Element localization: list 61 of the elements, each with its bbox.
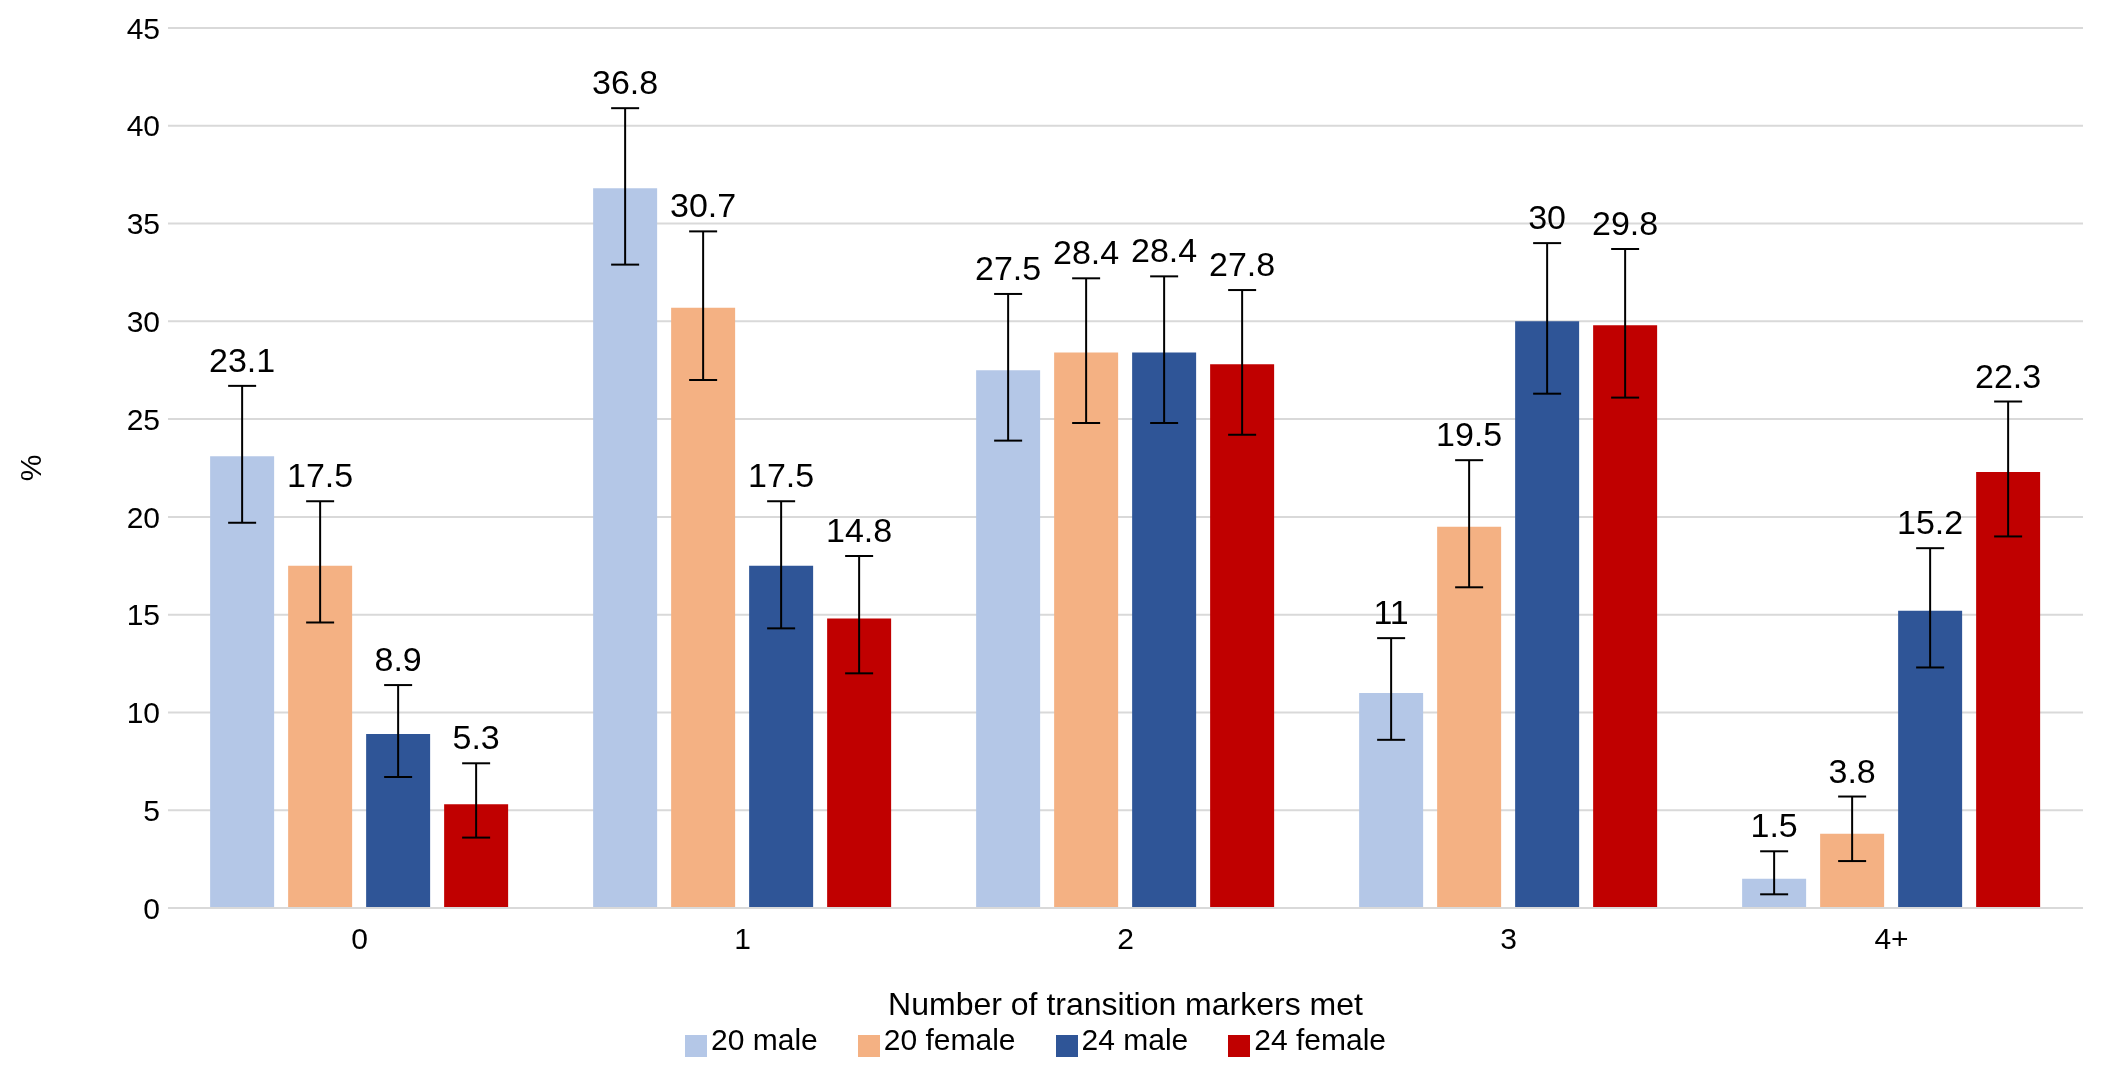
y-axis-title: % bbox=[14, 454, 49, 482]
legend-label: 24 male bbox=[1081, 1023, 1189, 1056]
y-tick-label: 35 bbox=[126, 207, 160, 241]
bar bbox=[1742, 878, 1807, 908]
data-label: 30.7 bbox=[670, 186, 737, 225]
data-label: 27.5 bbox=[975, 248, 1042, 287]
bar bbox=[210, 456, 275, 908]
data-label: 8.9 bbox=[374, 640, 422, 679]
y-tick-label: 15 bbox=[126, 598, 160, 632]
data-label: 22.3 bbox=[1975, 356, 2042, 395]
x-tick-label: 4+ bbox=[1874, 922, 1909, 956]
y-tick-label: 20 bbox=[126, 500, 160, 534]
data-label: 28.4 bbox=[1053, 233, 1120, 272]
x-tick-label: 0 bbox=[351, 922, 368, 956]
bar bbox=[671, 307, 736, 908]
bar bbox=[1820, 833, 1885, 908]
bar bbox=[1359, 692, 1424, 908]
data-label: 27.8 bbox=[1209, 245, 1276, 284]
bar bbox=[827, 618, 892, 908]
x-tick-label: 2 bbox=[1117, 922, 1134, 956]
bar bbox=[444, 804, 509, 908]
bar bbox=[366, 733, 431, 908]
x-axis-title: Number of transition markers met bbox=[888, 986, 1364, 1022]
x-tick-label: 1 bbox=[734, 922, 751, 956]
bar bbox=[1898, 610, 1963, 908]
bar bbox=[1976, 471, 2041, 908]
data-label: 19.5 bbox=[1436, 415, 1503, 454]
bar bbox=[976, 370, 1041, 908]
data-label: 11 bbox=[1373, 593, 1409, 632]
data-label: 29.8 bbox=[1592, 203, 1659, 242]
data-label: 14.8 bbox=[826, 511, 893, 549]
data-label: 30 bbox=[1528, 198, 1567, 237]
data-label: 15.2 bbox=[1897, 503, 1964, 542]
bar bbox=[288, 565, 353, 908]
data-label: 17.5 bbox=[748, 456, 815, 495]
bar bbox=[1437, 526, 1502, 908]
y-tick-label: 10 bbox=[126, 696, 160, 730]
y-tick-label: 40 bbox=[126, 109, 160, 143]
y-tick-label: 30 bbox=[126, 304, 160, 338]
y-tick-label: 25 bbox=[126, 402, 160, 436]
data-label: 5.3 bbox=[452, 718, 500, 757]
bar bbox=[1054, 352, 1119, 908]
data-label: 1.5 bbox=[1750, 806, 1798, 845]
bar bbox=[1210, 364, 1275, 908]
data-label: 28.4 bbox=[1131, 231, 1198, 270]
y-tick-label: 45 bbox=[126, 11, 160, 45]
bar bbox=[1132, 352, 1197, 908]
y-tick-label: 0 bbox=[143, 891, 160, 925]
data-label: 17.5 bbox=[287, 456, 354, 495]
bar bbox=[1515, 321, 1580, 908]
bar bbox=[1593, 325, 1658, 908]
data-label: 23.1 bbox=[209, 340, 276, 379]
data-label: 36.8 bbox=[592, 63, 659, 102]
x-tick-label: 3 bbox=[1500, 922, 1517, 956]
bar bbox=[749, 565, 814, 908]
legend-label: 24 female bbox=[1254, 1023, 1386, 1056]
legend-label: 20 female bbox=[883, 1023, 1016, 1056]
y-tick-label: 5 bbox=[143, 793, 160, 827]
data-label: 3.8 bbox=[1828, 751, 1876, 790]
bar bbox=[593, 188, 658, 908]
legend-label: 20 male bbox=[711, 1023, 818, 1056]
